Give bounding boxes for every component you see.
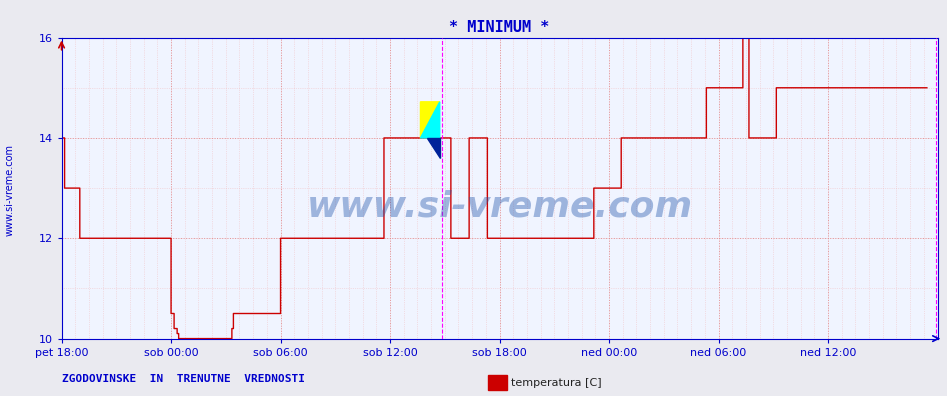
Title: * MINIMUM *: * MINIMUM * bbox=[450, 20, 549, 35]
Polygon shape bbox=[427, 138, 439, 158]
Polygon shape bbox=[420, 102, 439, 138]
Text: www.si-vreme.com: www.si-vreme.com bbox=[5, 144, 14, 236]
Text: temperatura [C]: temperatura [C] bbox=[511, 377, 602, 388]
Polygon shape bbox=[420, 102, 439, 138]
Text: ZGODOVINSKE  IN  TRENUTNE  VREDNOSTI: ZGODOVINSKE IN TRENUTNE VREDNOSTI bbox=[62, 374, 305, 384]
Text: www.si-vreme.com: www.si-vreme.com bbox=[307, 189, 692, 223]
